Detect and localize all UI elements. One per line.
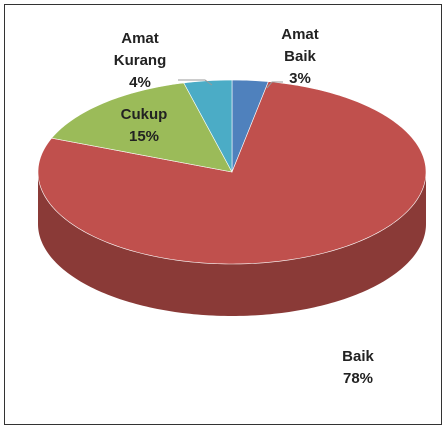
pie-slice (37, 81, 427, 265)
leader-line (266, 81, 283, 89)
slice-label: Baik 78% (318, 346, 398, 390)
pie (37, 79, 427, 316)
leader-line (178, 79, 213, 86)
slice-label: Amat Baik 3% (260, 24, 340, 90)
category-label: Baik (342, 348, 374, 365)
category-label: Amat Baik (281, 26, 319, 65)
value-label: 3% (289, 70, 311, 87)
slice-label: Cukup 15% (104, 104, 184, 148)
value-label: 4% (129, 74, 151, 91)
value-label: 15% (128, 128, 160, 145)
category-label: Cukup (120, 106, 168, 123)
slice-side (38, 172, 426, 316)
pie-slice (183, 79, 233, 173)
category-label: Amat Kurang (113, 30, 167, 69)
value-label: 78% (342, 370, 374, 387)
pie-slice (51, 82, 233, 173)
slice-label: Amat Kurang 4% (100, 28, 180, 94)
